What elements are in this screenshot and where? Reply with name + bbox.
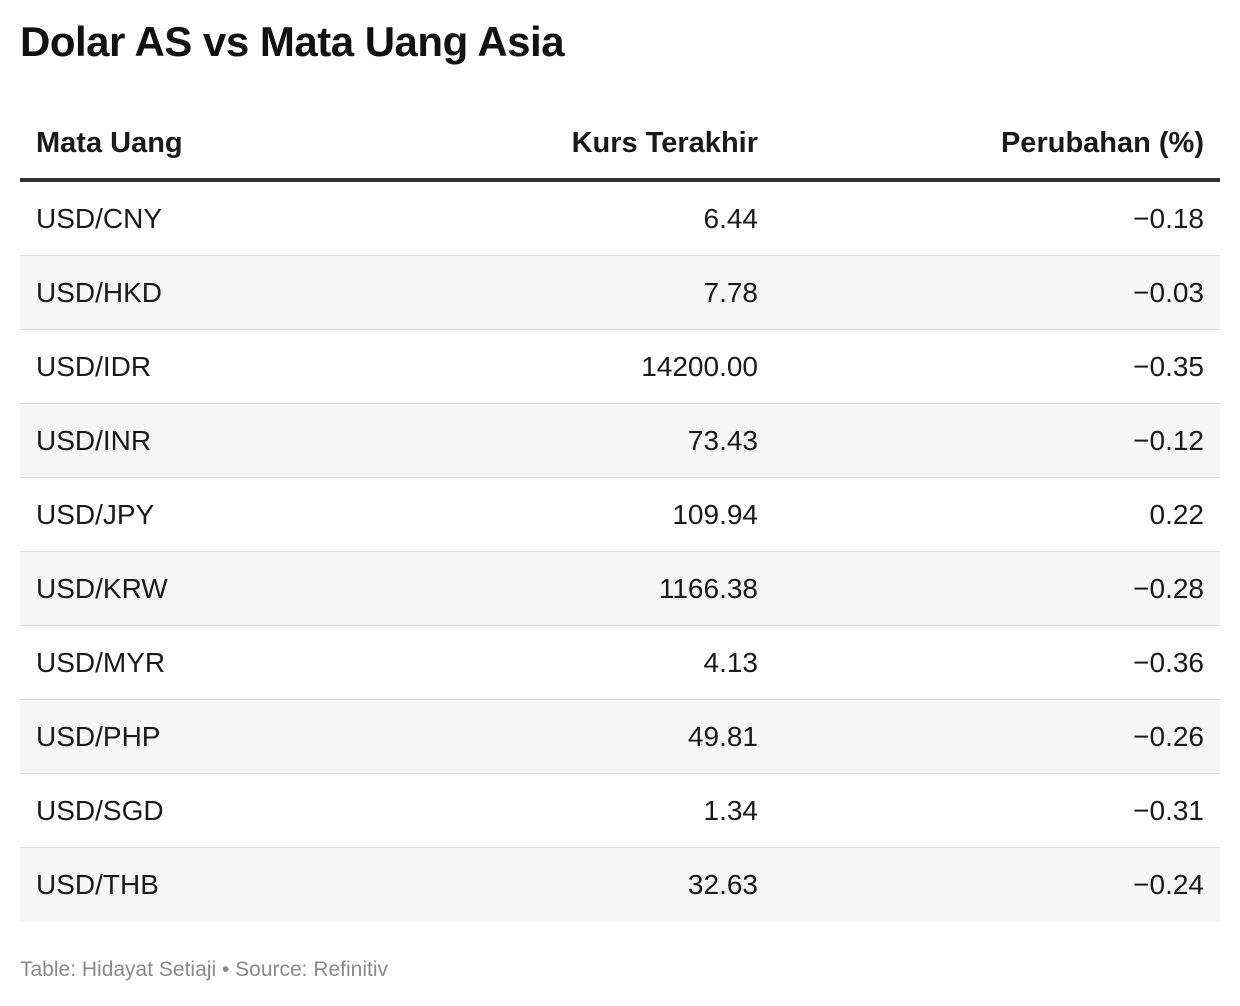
cell-last-rate: 32.63	[687, 869, 758, 900]
cell-change-percent: −0.26	[1133, 720, 1204, 752]
cell-change-percent: 0.22	[1149, 498, 1205, 530]
table-body: USD/CNY 6.44 −0.18 USD/HKD 7.78 −0.03 USD/IDR 1…	[20, 182, 1220, 922]
cell-last-rate: 49.81	[687, 720, 758, 752]
cell-change-percent: −0.12	[1133, 424, 1204, 456]
table-row: USD/THB 32.63 −0.24	[20, 848, 1220, 922]
cell-change-percent: −0.31	[1133, 794, 1204, 826]
table-row: USD/PHP 49.81 −0.26	[20, 700, 1220, 774]
cell-last-rate: 1166.38	[658, 572, 758, 604]
cell-last-rate: 14200.00	[641, 350, 758, 382]
table-row: USD/HKD 7.78 −0.03	[20, 256, 1220, 330]
cell-currency-pair: USD/MYR	[36, 646, 166, 678]
header-mata-uang: Mata Uang	[36, 126, 183, 159]
cell-currency-pair: USD/SGD	[36, 794, 164, 826]
cell-change-percent: −0.18	[1133, 202, 1204, 234]
table-row: USD/INR 73.43 −0.12	[20, 404, 1220, 478]
cell-change-percent: −0.36	[1133, 646, 1204, 678]
cell-last-rate: 4.13	[703, 646, 759, 678]
table-row: USD/SGD 1.34 −0.31	[20, 774, 1220, 848]
header-kurs-terakhir: Kurs Terakhir	[571, 126, 758, 159]
cell-currency-pair: USD/KRW	[36, 572, 168, 604]
table-row: USD/CNY 6.44 −0.18	[20, 182, 1220, 256]
cell-last-rate: 1.34	[703, 794, 759, 826]
table-row: USD/MYR 4.13 −0.36	[20, 626, 1220, 700]
table-header-row: Mata Uang Kurs Terakhir Perubahan (%)	[20, 108, 1220, 182]
cell-currency-pair: USD/PHP	[36, 720, 161, 752]
cell-currency-pair: USD/IDR	[36, 350, 152, 382]
cell-last-rate: 109.94	[672, 498, 758, 530]
cell-currency-pair: USD/THB	[36, 869, 159, 900]
cell-currency-pair: USD/JPY	[36, 498, 155, 530]
cell-currency-pair: USD/INR	[36, 424, 152, 456]
table-title: Dolar AS vs Mata Uang Asia	[20, 18, 565, 65]
cell-change-percent: −0.03	[1133, 276, 1204, 308]
cell-last-rate: 73.43	[687, 424, 758, 456]
table-footer-credit: Table: Hidayat Setiaji • Source: Refinit…	[20, 958, 389, 981]
cell-currency-pair: USD/CNY	[36, 202, 163, 234]
cell-last-rate: 6.44	[703, 202, 759, 234]
header-perubahan: Perubahan (%)	[1000, 126, 1204, 159]
currency-table: Mata Uang Kurs Terakhir Perubahan (%) US…	[20, 108, 1220, 922]
cell-currency-pair: USD/HKD	[36, 276, 163, 308]
table-row: USD/IDR 14200.00 −0.35	[20, 330, 1220, 404]
table-row: USD/KRW 1166.38 −0.28	[20, 552, 1220, 626]
cell-change-percent: −0.24	[1133, 869, 1204, 900]
table-row: USD/JPY 109.94 0.22	[20, 478, 1220, 552]
cell-change-percent: −0.35	[1133, 350, 1204, 382]
cell-change-percent: −0.28	[1133, 572, 1204, 604]
cell-last-rate: 7.78	[703, 276, 759, 308]
